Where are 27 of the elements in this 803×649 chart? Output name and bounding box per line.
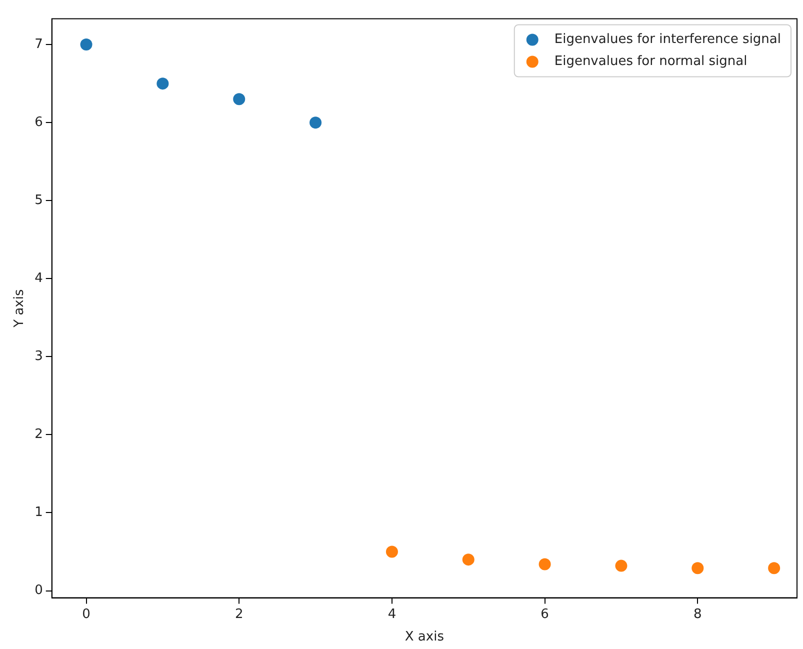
y-axis-title: Y axis [12,289,28,328]
point [156,78,169,90]
point [692,562,704,574]
legend-label: Eigenvalues for normal signal [554,54,748,70]
y-tick-label: 5 [34,192,43,208]
x-tick-label: 2 [234,606,244,622]
x-axis-title: X axis [404,630,444,645]
point [386,546,398,558]
y-tick-label: 2 [34,427,43,442]
point [310,116,322,129]
point [615,560,628,572]
y-tick-label: 4 [34,271,43,286]
y-tick-label: 6 [34,114,43,130]
y-tick-label: 0 [34,583,43,598]
x-tick-label: 8 [694,606,702,622]
point [80,38,92,51]
y-tick-label: 1 [34,505,43,520]
x-tick-label: 0 [82,606,90,622]
point [462,554,474,566]
y-tick-label: 3 [34,349,43,364]
x-tick-label: 6 [540,606,549,622]
x-tick-label: 4 [388,606,396,622]
y-tick-label: 7 [34,36,43,52]
legend-label: Eigenvalues for interference signal [554,32,782,48]
point [233,93,246,106]
point [768,562,780,574]
point [538,558,551,570]
